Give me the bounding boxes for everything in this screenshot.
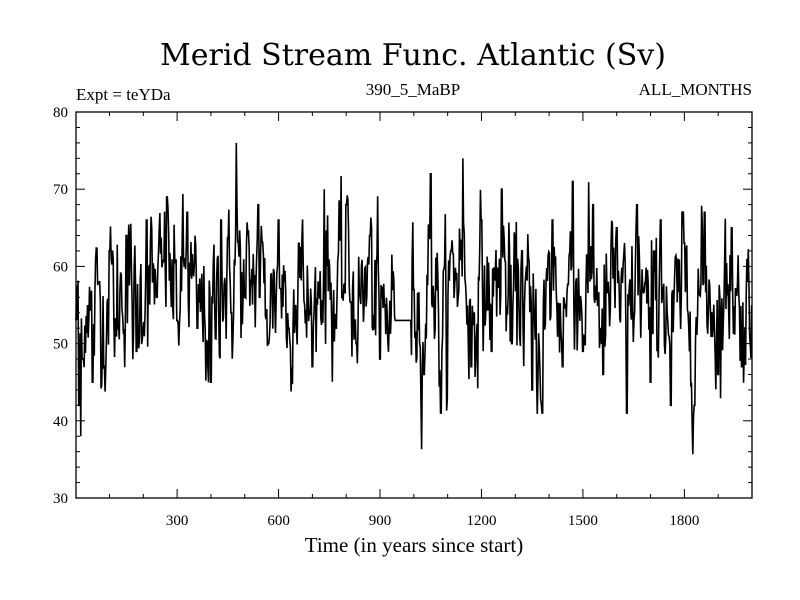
series-line: [75, 142, 753, 455]
run-label: 390_5_MaBP: [366, 80, 460, 99]
x-axis-label: Time (in years since start): [305, 533, 524, 557]
y-axis: 30 40 50 60 70 80: [53, 105, 752, 507]
experiment-label: Expt = teYDa: [76, 85, 171, 104]
y-tick-label: 30: [53, 491, 68, 507]
x-tick-label: 1500: [568, 513, 598, 529]
x-axis: 300 600 900 1200 1500 1800: [108, 112, 719, 529]
x-tick-label: 300: [166, 513, 189, 529]
y-tick-label: 80: [53, 105, 68, 121]
x-tick-label: 600: [267, 513, 290, 529]
x-tick-label: 1200: [466, 513, 496, 529]
y-tick-label: 50: [53, 337, 68, 353]
period-label: ALL_MONTHS: [639, 80, 752, 99]
x-tick-label: 900: [369, 513, 392, 529]
y-tick-label: 60: [53, 259, 68, 275]
y-tick-label: 40: [53, 414, 68, 430]
plot-area: 30 40 50 60 70 80 300 600 900 1200 1500 1800: [53, 105, 753, 529]
y-tick-label: 70: [53, 182, 68, 198]
x-tick-label: 1800: [669, 513, 699, 529]
chart-title: Merid Stream Func. Atlantic (Sv): [160, 38, 666, 73]
